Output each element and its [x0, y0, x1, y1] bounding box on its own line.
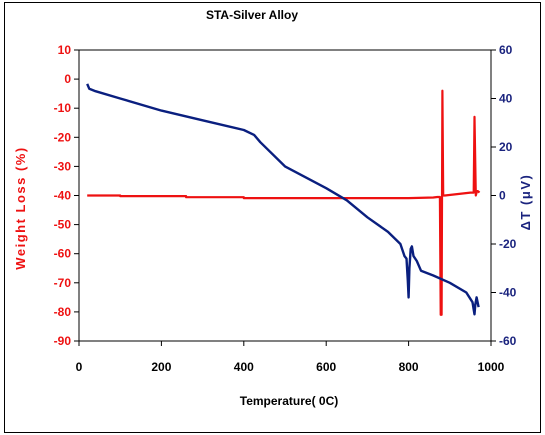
x-tick-label: 800 [399, 360, 419, 374]
x-tick-label: 0 [76, 360, 83, 374]
y-tick-label: 0 [64, 72, 71, 86]
x-tick-label: 600 [316, 360, 336, 374]
y-tick-label: -10 [54, 101, 72, 115]
y2-tick-label: 60 [499, 43, 513, 57]
weight-loss-series [87, 89, 481, 316]
x-tick-label: 400 [234, 360, 254, 374]
y2-tick-label: 20 [499, 140, 513, 154]
chart-border [4, 2, 541, 433]
y-tick-label: -40 [54, 189, 72, 203]
y-tick-label: -20 [54, 130, 72, 144]
y2-axis-label: ΔT (μV) [518, 174, 533, 231]
sta-chart: STA-Silver Alloy 0 200 400 600 800 1000100-10… [4, 2, 541, 433]
chart-frame: STA-Silver Alloy 0 200 400 600 800 1000 10 0 -10… [4, 2, 541, 433]
y-tick-label: -60 [54, 247, 72, 261]
y-tick-label: -90 [54, 334, 72, 348]
y-axis-label: Weight Loss (%) [13, 146, 28, 269]
y-tick-label: 10 [58, 43, 72, 57]
plot-area: 0 200 400 600 800 1000100-10-20-30-40-50-60-7… [54, 43, 517, 374]
y2-tick-label: -60 [499, 334, 517, 348]
y-tick-label: -70 [54, 276, 72, 290]
x-tick-label: 1000 [478, 360, 505, 374]
y2-tick-label: 40 [499, 92, 513, 106]
chart-title: STA-Silver Alloy [206, 8, 298, 22]
y-tick-label: -30 [54, 159, 72, 173]
y2-tick-label: 0 [499, 189, 506, 203]
y2-tick-label: -20 [499, 237, 517, 251]
y2-tick-label: -40 [499, 286, 517, 300]
x-tick-label: 200 [151, 360, 171, 374]
y-tick-label: -80 [54, 305, 72, 319]
x-axis-label: Temperature( 0C) [240, 394, 338, 408]
delta-t-series [86, 83, 480, 316]
y-tick-label: -50 [54, 218, 72, 232]
